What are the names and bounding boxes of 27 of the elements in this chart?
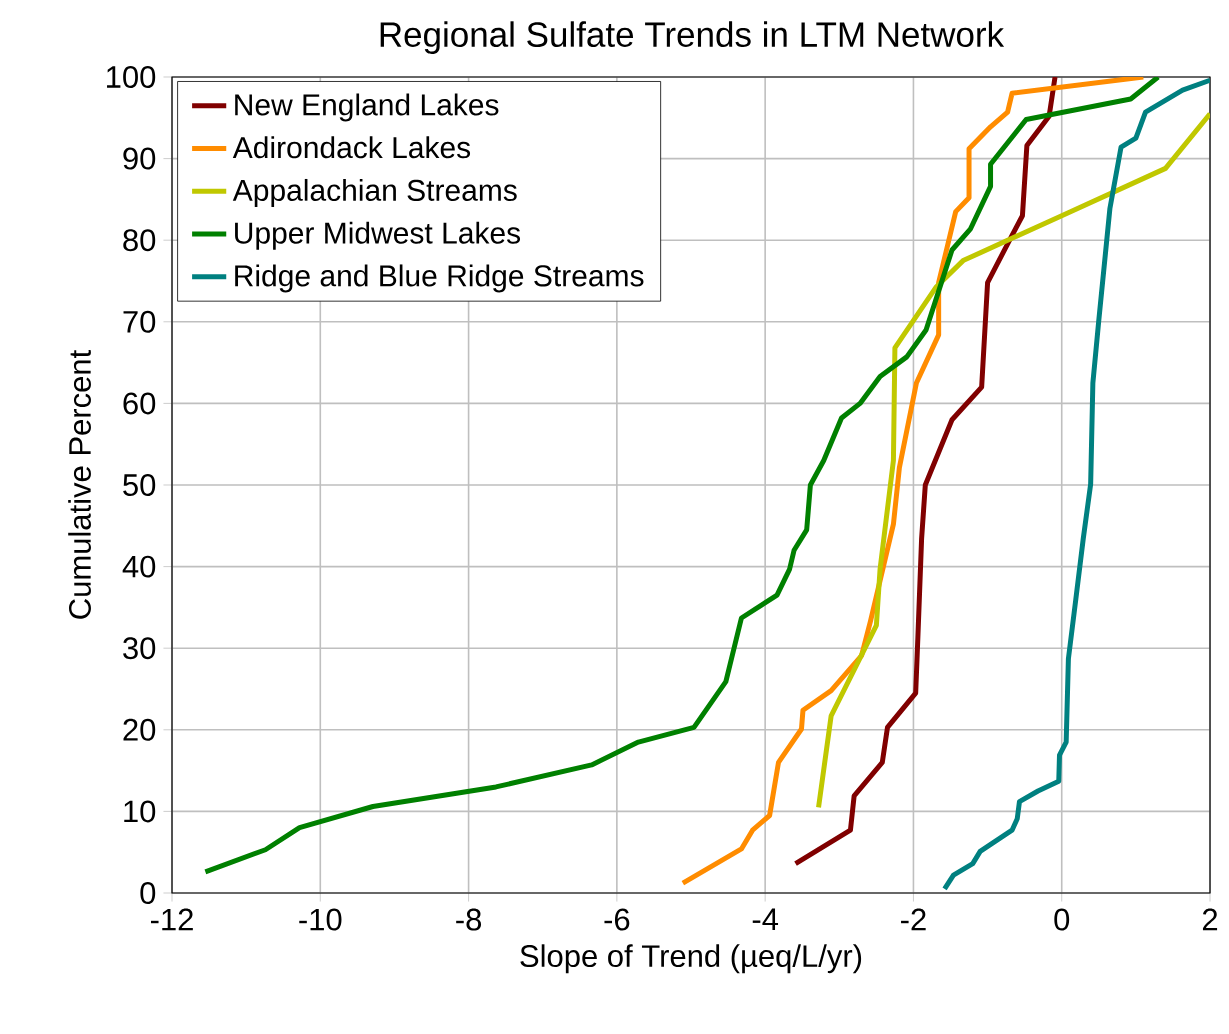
y-tick-label: 100: [107, 66, 156, 88]
y-tick-label: 30: [123, 637, 156, 660]
chart-title: Regional Sulfate Trends in LTM Network: [380, 21, 1005, 54]
y-tick-label: 40: [122, 555, 156, 578]
x-tick-label: -8: [456, 908, 482, 931]
y-tick-label: 0: [140, 882, 156, 904]
x-tick-label: -12: [150, 908, 193, 931]
legend-label: Appalachian Streams: [232, 178, 517, 207]
y-tick-label: 80: [123, 229, 156, 252]
x-tick-label: -2: [901, 908, 926, 931]
x-tick-label: 2: [1202, 908, 1218, 931]
legend-label: New England Lakes: [235, 93, 499, 122]
y-axis-title: Cumulative Percent: [68, 350, 91, 619]
legend-label: Upper Midwest Lakes: [235, 221, 521, 250]
x-tick-label: -10: [299, 908, 342, 931]
legend-label: Adirondack Lakes: [232, 136, 471, 159]
x-tick-label: -6: [604, 908, 630, 931]
legend-label: Ridge and Blue Ridge Streams: [235, 264, 644, 293]
y-tick-label: 20: [123, 718, 156, 741]
y-tick-label: 90: [123, 147, 156, 170]
x-axis-title: Slope of Trend (µeq/L/yr): [520, 944, 862, 974]
y-tick-label: 50: [123, 474, 156, 496]
y-tick-label: 10: [124, 800, 156, 823]
x-tick-label: -4: [752, 908, 779, 930]
y-tick-label: 70: [123, 310, 156, 333]
x-tick-label: 0: [1054, 908, 1070, 931]
y-tick-label: 60: [123, 392, 156, 415]
